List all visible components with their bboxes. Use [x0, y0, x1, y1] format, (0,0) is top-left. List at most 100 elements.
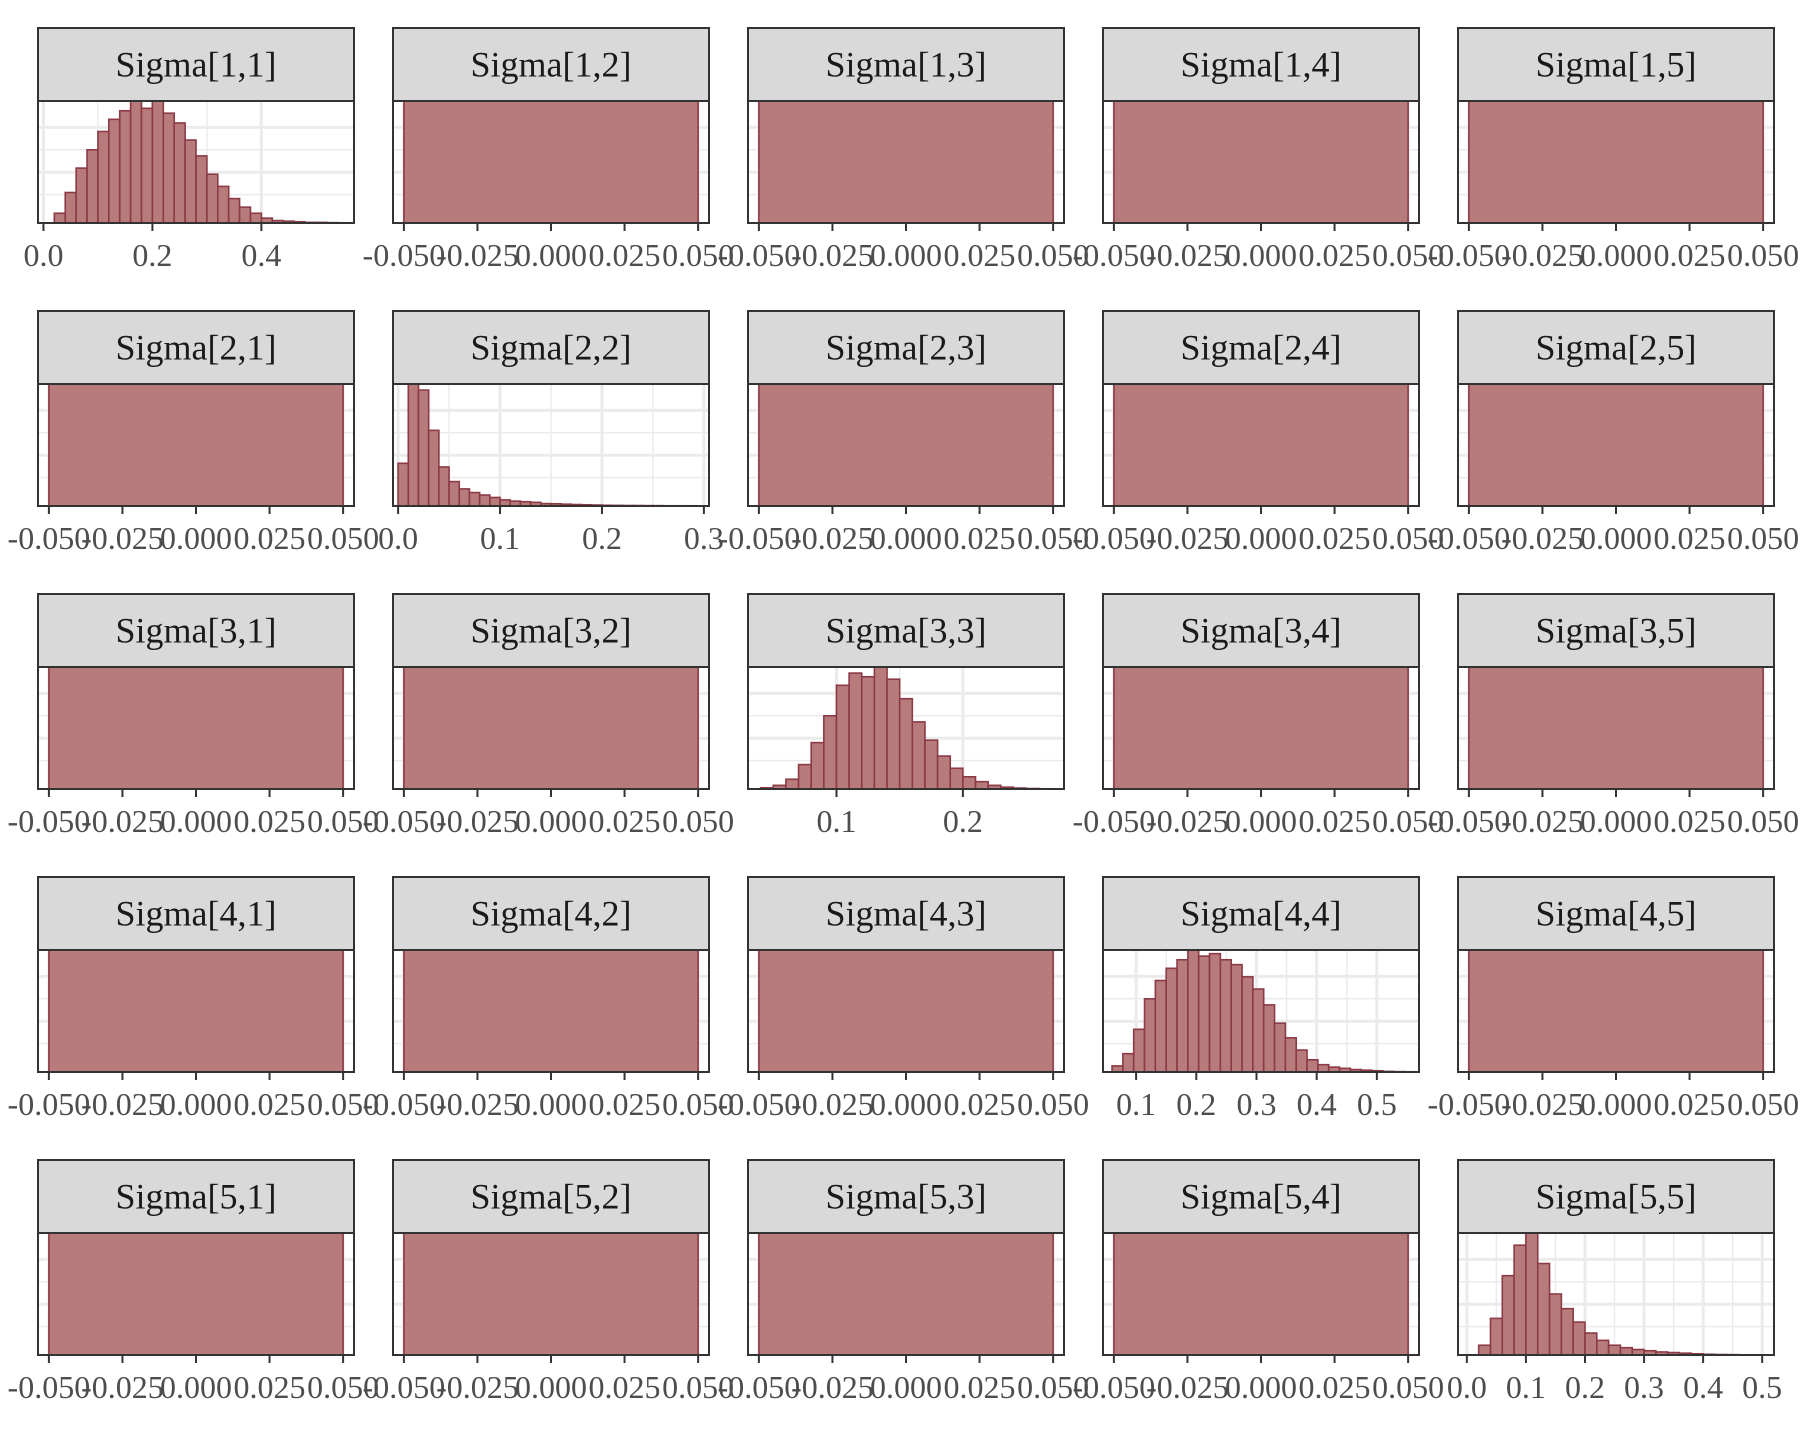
histogram-bar: [64, 191, 77, 224]
x-tick-label: 0.000: [1225, 520, 1297, 556]
histogram-bar: [1468, 100, 1764, 224]
x-tick-label: -0.050: [363, 803, 446, 839]
histogram-bar: [249, 212, 263, 224]
x-tick-label: -0.025: [1146, 1369, 1229, 1405]
histogram-bar: [48, 666, 344, 790]
x-tick-label: 0.050: [662, 1086, 734, 1122]
histogram-bar: [758, 383, 1054, 507]
facet-panel-1-1: Sigma[1,1] 0.0 0.2 0.4: [23, 27, 355, 273]
histogram-bar: [758, 100, 1054, 224]
x-tick-label: -0.050: [718, 520, 801, 556]
bars: [403, 1232, 699, 1356]
x-tick-label: 0.050: [1372, 1369, 1444, 1405]
x-tick-label: 0.3: [1624, 1369, 1664, 1405]
histogram-bar: [97, 130, 110, 224]
x-tick-label: -0.025: [1501, 237, 1584, 273]
histogram-bar: [162, 112, 176, 224]
facet-title: Sigma[5,1]: [116, 1177, 277, 1217]
bars: [48, 1232, 344, 1356]
x-tick-label: -0.025: [436, 1086, 519, 1122]
histogram-bar: [397, 462, 410, 507]
x-tick-label: 0.025: [589, 1369, 661, 1405]
x-tick-label: -0.050: [1428, 237, 1511, 273]
histogram-bar: [75, 167, 88, 224]
histogram-bar: [1165, 967, 1178, 1073]
facet-strip: [1102, 310, 1420, 385]
histogram-bar: [48, 383, 344, 507]
histogram-bar: [1113, 1232, 1409, 1356]
histogram-bar: [924, 739, 939, 790]
histogram-bar: [1176, 958, 1189, 1073]
histogram-bar: [129, 100, 143, 224]
x-tick-label: -0.025: [791, 520, 874, 556]
x-tick-label: 0.4: [1297, 1086, 1337, 1122]
x-tick-label: -0.050: [718, 1369, 801, 1405]
histogram-bar: [108, 118, 121, 224]
facet-title: Sigma[4,5]: [1536, 894, 1697, 934]
bars: [1113, 666, 1409, 790]
x-tick-label: -0.025: [791, 237, 874, 273]
bars: [1468, 383, 1764, 507]
x-tick-label: 0.2: [132, 237, 172, 273]
x-tick-label: -0.050: [8, 803, 91, 839]
histogram-bar: [1252, 988, 1265, 1073]
histogram-bar: [797, 763, 812, 790]
histogram-bar: [1241, 976, 1254, 1073]
x-axis: 0.0 0.1 0.2 0.3: [378, 506, 724, 556]
histogram-bar: [1468, 666, 1764, 790]
x-tick-label: 0.3: [1236, 1086, 1276, 1122]
facet-title: Sigma[3,3]: [826, 611, 987, 651]
x-tick-label: 0.025: [944, 1369, 1016, 1405]
histogram-bar: [403, 1232, 699, 1356]
histogram-bar: [810, 741, 825, 790]
facet-strip: [1457, 310, 1775, 385]
facet-title: Sigma[3,5]: [1536, 611, 1697, 651]
histogram-bar: [1317, 1063, 1330, 1073]
histogram-bar: [848, 672, 863, 790]
x-tick-label: 0.050: [307, 1369, 379, 1405]
facet-strip: [747, 1159, 1065, 1234]
x-tick-label: 0.000: [1580, 803, 1652, 839]
bars: [758, 949, 1054, 1073]
histogram-bar: [1113, 100, 1409, 224]
x-tick-label: 0.000: [160, 1086, 232, 1122]
histogram-bar: [1501, 1274, 1515, 1356]
x-tick-label: 0.025: [589, 803, 661, 839]
histogram-bar: [206, 173, 219, 224]
histogram-bar: [1489, 1317, 1504, 1356]
histogram-bar: [53, 212, 67, 224]
histogram-bar: [1230, 963, 1243, 1073]
x-tick-label: -0.050: [8, 1369, 91, 1405]
facet-strip: [1457, 1159, 1775, 1234]
x-tick-label: -0.050: [1428, 803, 1511, 839]
x-tick-label: 0.025: [944, 1086, 1016, 1122]
x-tick-label: -0.025: [81, 1086, 164, 1122]
x-tick-label: 0.050: [1727, 803, 1799, 839]
bars: [1468, 100, 1764, 224]
x-tick-label: 0.000: [1225, 1369, 1297, 1405]
x-tick-label: 0.050: [307, 803, 379, 839]
x-tick-label: 0.1: [1116, 1086, 1156, 1122]
x-tick-label: -0.025: [1146, 520, 1229, 556]
x-tick-label: 0.050: [1372, 237, 1444, 273]
x-tick-label: 0.025: [1654, 237, 1726, 273]
x-tick-label: 0.000: [160, 803, 232, 839]
x-tick-label: -0.050: [718, 1086, 801, 1122]
x-tick-label: -0.050: [8, 1086, 91, 1122]
